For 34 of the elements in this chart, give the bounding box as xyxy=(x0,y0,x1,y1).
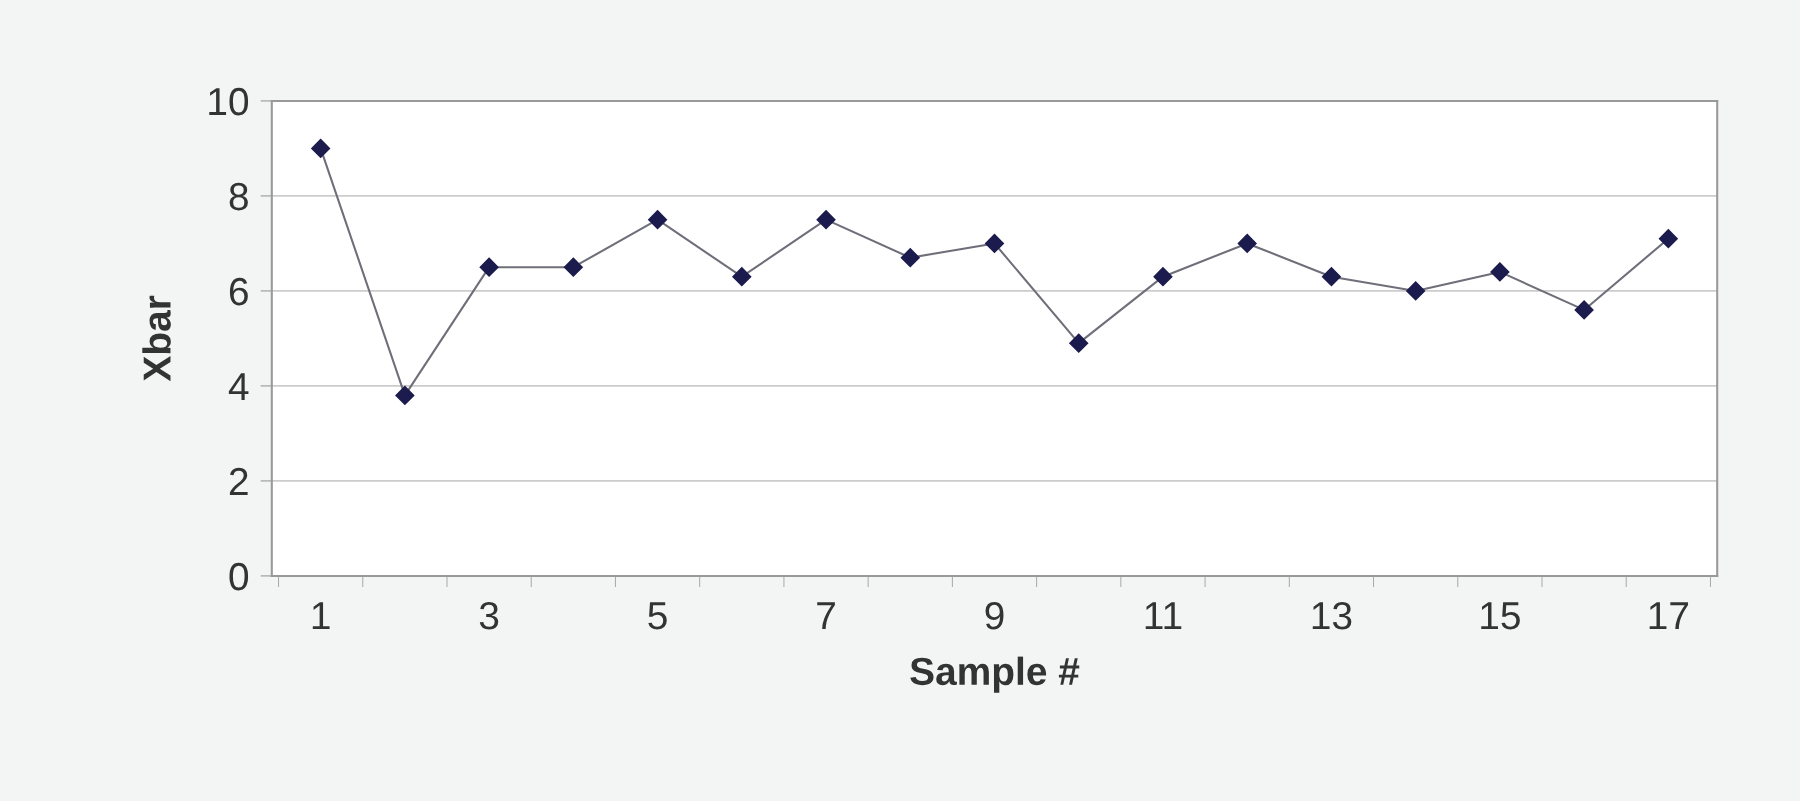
x-tick-label: 5 xyxy=(648,602,667,630)
point xyxy=(732,267,752,287)
point xyxy=(816,210,836,230)
x-tick-label: 3 xyxy=(479,601,499,630)
y-tick-label: 8 xyxy=(229,182,248,211)
point xyxy=(1490,262,1510,282)
y-tick-label: 4 xyxy=(228,373,249,401)
point xyxy=(1406,281,1426,301)
x-tick-label: 17 xyxy=(1649,602,1689,630)
y-axis-title: Xbar xyxy=(142,295,171,382)
y-tick-label: 10 xyxy=(209,87,249,116)
point xyxy=(900,248,920,268)
y-tick-label: 6 xyxy=(229,277,248,306)
point xyxy=(1237,233,1257,253)
y-tick-label: 0 xyxy=(229,562,249,591)
point xyxy=(1069,333,1089,353)
point xyxy=(1658,229,1678,249)
point xyxy=(1574,300,1594,320)
x-tick-label: 9 xyxy=(985,601,1004,630)
x-tick-label: 11 xyxy=(1145,602,1182,630)
y-tick-label: 2 xyxy=(229,467,248,496)
x-axis-title: Sample # xyxy=(910,656,1080,693)
x-tick-label: 1 xyxy=(312,602,330,630)
point xyxy=(1153,267,1173,287)
point xyxy=(479,257,499,277)
x-tick-label: 15 xyxy=(1481,602,1520,630)
x-tick-label: 7 xyxy=(817,602,835,630)
point xyxy=(395,385,415,405)
point xyxy=(1321,267,1341,287)
point xyxy=(984,233,1005,253)
point xyxy=(648,210,668,230)
x-tick-label: 13 xyxy=(1312,601,1352,630)
point xyxy=(311,138,331,158)
point xyxy=(563,257,583,277)
